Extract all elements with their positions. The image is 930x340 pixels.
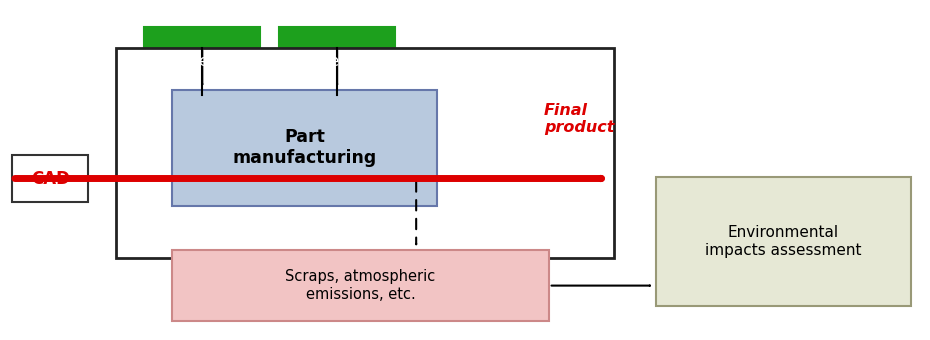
Text: CAD: CAD	[31, 170, 70, 187]
FancyBboxPatch shape	[172, 250, 549, 321]
Text: Part
manufacturing: Part manufacturing	[232, 129, 377, 167]
Text: Energy: Energy	[309, 54, 365, 69]
FancyBboxPatch shape	[172, 90, 437, 206]
Text: Final
product: Final product	[544, 103, 615, 135]
FancyBboxPatch shape	[116, 48, 614, 258]
FancyBboxPatch shape	[279, 27, 395, 95]
FancyArrowPatch shape	[15, 178, 602, 179]
FancyBboxPatch shape	[144, 27, 260, 95]
FancyBboxPatch shape	[12, 155, 88, 202]
Text: Material: Material	[169, 54, 235, 69]
Text: Scraps, atmospheric
emissions, etc.: Scraps, atmospheric emissions, etc.	[286, 269, 435, 302]
FancyBboxPatch shape	[656, 177, 911, 306]
Text: Environmental
impacts assessment: Environmental impacts assessment	[705, 225, 862, 258]
